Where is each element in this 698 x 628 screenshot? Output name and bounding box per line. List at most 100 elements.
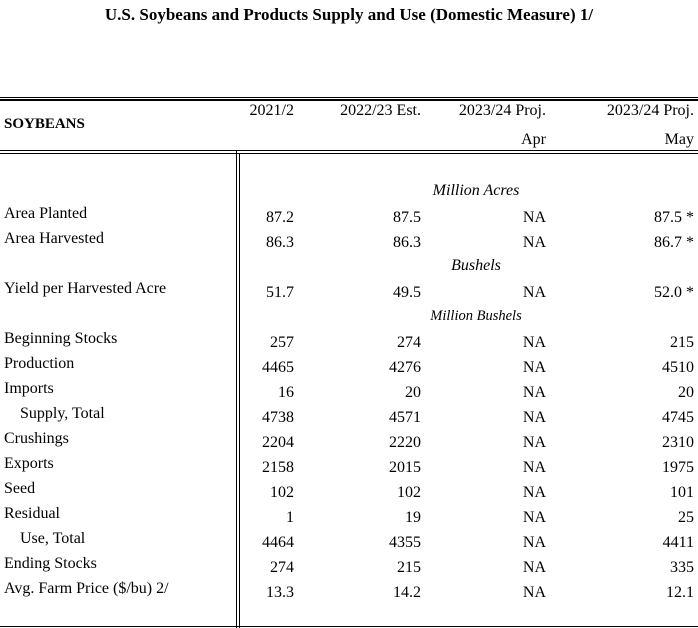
cell-2021: 1	[286, 509, 294, 526]
unit-label-acres: Million Acres	[432, 182, 520, 199]
row-label: Area Planted	[4, 205, 88, 222]
cell-2022: 102	[397, 484, 421, 501]
table-row-yield: Yield per Harvested Acre 51.7 49.5 NA 52…	[0, 280, 698, 302]
row-label: Yield per Harvested Acre	[4, 280, 167, 297]
report-title: U.S. Soybeans and Products Supply and Us…	[104, 5, 594, 24]
cell-2023-may: 25	[678, 509, 694, 526]
row-label: Crushings	[4, 430, 69, 447]
cell-2022: 4355	[389, 534, 421, 551]
cell-2023-may: 87.5 *	[654, 209, 694, 226]
header-bottom-rule-2	[0, 153, 698, 154]
cell-2022: 4571	[389, 409, 421, 426]
cell-2021: 16	[278, 384, 294, 401]
cell-2023-may: 215	[670, 334, 694, 351]
section-title: SOYBEANS	[4, 116, 85, 132]
table-row-residual: Residual 1 19 NA 25	[0, 505, 698, 527]
column-header-2023-apr: 2023/24 Proj.	[458, 102, 546, 119]
cell-2023-may: 12.1	[666, 584, 694, 601]
header-top-rule-2	[0, 99, 698, 101]
row-label: Avg. Farm Price ($/bu) 2/	[4, 580, 169, 597]
cell-2022: 86.3	[393, 234, 421, 251]
cell-2021: 274	[270, 559, 294, 576]
column-header-2021: 2021/2	[249, 102, 294, 119]
cell-2023-apr: NA	[522, 209, 546, 226]
row-label: Exports	[4, 455, 54, 472]
row-label: Use, Total	[20, 530, 86, 547]
cell-2021: 86.3	[266, 234, 294, 251]
cell-2022: 87.5	[393, 209, 421, 226]
row-label: Ending Stocks	[4, 555, 97, 572]
cell-2021: 13.3	[266, 584, 294, 601]
cell-2023-may: 20	[678, 384, 694, 401]
cell-2023-apr: NA	[522, 534, 546, 551]
cell-2023-apr: NA	[522, 559, 546, 576]
cell-2022: 2015	[389, 459, 421, 476]
cell-2023-apr: NA	[522, 509, 546, 526]
table-row-imports: Imports 16 20 NA 20	[0, 380, 698, 402]
row-label: Seed	[4, 480, 36, 497]
cell-2023-may: 86.7 *	[654, 234, 694, 251]
cell-2021: 2158	[262, 459, 294, 476]
row-label: Supply, Total	[20, 405, 105, 422]
cell-2021: 87.2	[266, 209, 294, 226]
cell-2023-may: 335	[670, 559, 694, 576]
table-row-supply-total: Supply, Total 4738 4571 NA 4745	[0, 405, 698, 427]
table-row-ending-stocks: Ending Stocks 274 215 NA 335	[0, 555, 698, 577]
cell-2023-may: 4745	[662, 409, 694, 426]
cell-2023-may: 1975	[662, 459, 694, 476]
cell-2022: 14.2	[393, 584, 421, 601]
cell-2023-apr: NA	[522, 434, 546, 451]
row-label: Residual	[4, 505, 60, 522]
cell-2023-apr: NA	[522, 284, 546, 301]
cell-2022: 274	[397, 334, 421, 351]
cell-2023-may: 4411	[662, 534, 694, 551]
cell-2021: 4464	[262, 534, 294, 551]
table-row-seed: Seed 102 102 NA 101	[0, 480, 698, 502]
header-top-rule-1	[0, 97, 698, 98]
cell-2023-may: 101	[670, 484, 694, 501]
column-header-2022-est: 2022/23 Est.	[340, 102, 421, 119]
table-row-area-planted: Area Planted 87.2 87.5 NA 87.5 *	[0, 205, 698, 227]
row-label: Imports	[4, 380, 54, 397]
cell-2021: 4738	[262, 409, 294, 426]
cell-2023-apr: NA	[522, 484, 546, 501]
table-row-use-total: Use, Total 4464 4355 NA 4411	[0, 530, 698, 552]
cell-2022: 2220	[389, 434, 421, 451]
table-row-production: Production 4465 4276 NA 4510	[0, 355, 698, 377]
cell-2023-apr: NA	[522, 459, 546, 476]
table-row-crushings: Crushings 2204 2220 NA 2310	[0, 430, 698, 452]
header-bottom-rule-1	[0, 150, 698, 151]
cell-2022: 49.5	[393, 284, 421, 301]
cell-2022: 215	[397, 559, 421, 576]
cell-2023-may: 2310	[662, 434, 694, 451]
cell-2023-apr: NA	[522, 384, 546, 401]
cell-2023-apr: NA	[522, 584, 546, 601]
cell-2022: 4276	[389, 359, 421, 376]
column-header-2023-may: 2023/24 Proj.	[606, 102, 694, 119]
table-row-exports: Exports 2158 2015 NA 1975	[0, 455, 698, 477]
cell-2021: 4465	[262, 359, 294, 376]
column-divider-1	[236, 150, 237, 628]
cell-2022: 19	[405, 509, 421, 526]
cell-2023-apr: NA	[522, 359, 546, 376]
cell-2021: 257	[270, 334, 294, 351]
unit-label-bushels: Bushels	[451, 257, 501, 274]
cell-2022: 20	[405, 384, 421, 401]
table-row-beginning-stocks: Beginning Stocks 257 274 NA 215	[0, 330, 698, 352]
cell-2023-apr: NA	[522, 334, 546, 351]
table-bottom-rule	[0, 626, 698, 627]
table-row-area-harvested: Area Harvested 86.3 86.3 NA 86.7 *	[0, 230, 698, 252]
cell-2023-apr: NA	[522, 409, 546, 426]
row-label: Beginning Stocks	[4, 330, 118, 347]
row-label: Production	[4, 355, 75, 372]
column-header-2023-apr-month: Apr	[521, 131, 546, 148]
unit-label-million-bushels: Million Bushels	[430, 308, 522, 324]
cell-2021: 51.7	[266, 284, 294, 301]
column-header-2023-may-month: May	[664, 131, 694, 148]
cell-2021: 102	[270, 484, 294, 501]
cell-2023-apr: NA	[522, 234, 546, 251]
cell-2021: 2204	[262, 434, 294, 451]
row-label: Area Harvested	[4, 230, 104, 247]
cell-2023-may: 52.0 *	[654, 284, 694, 301]
cell-2023-may: 4510	[662, 359, 694, 376]
